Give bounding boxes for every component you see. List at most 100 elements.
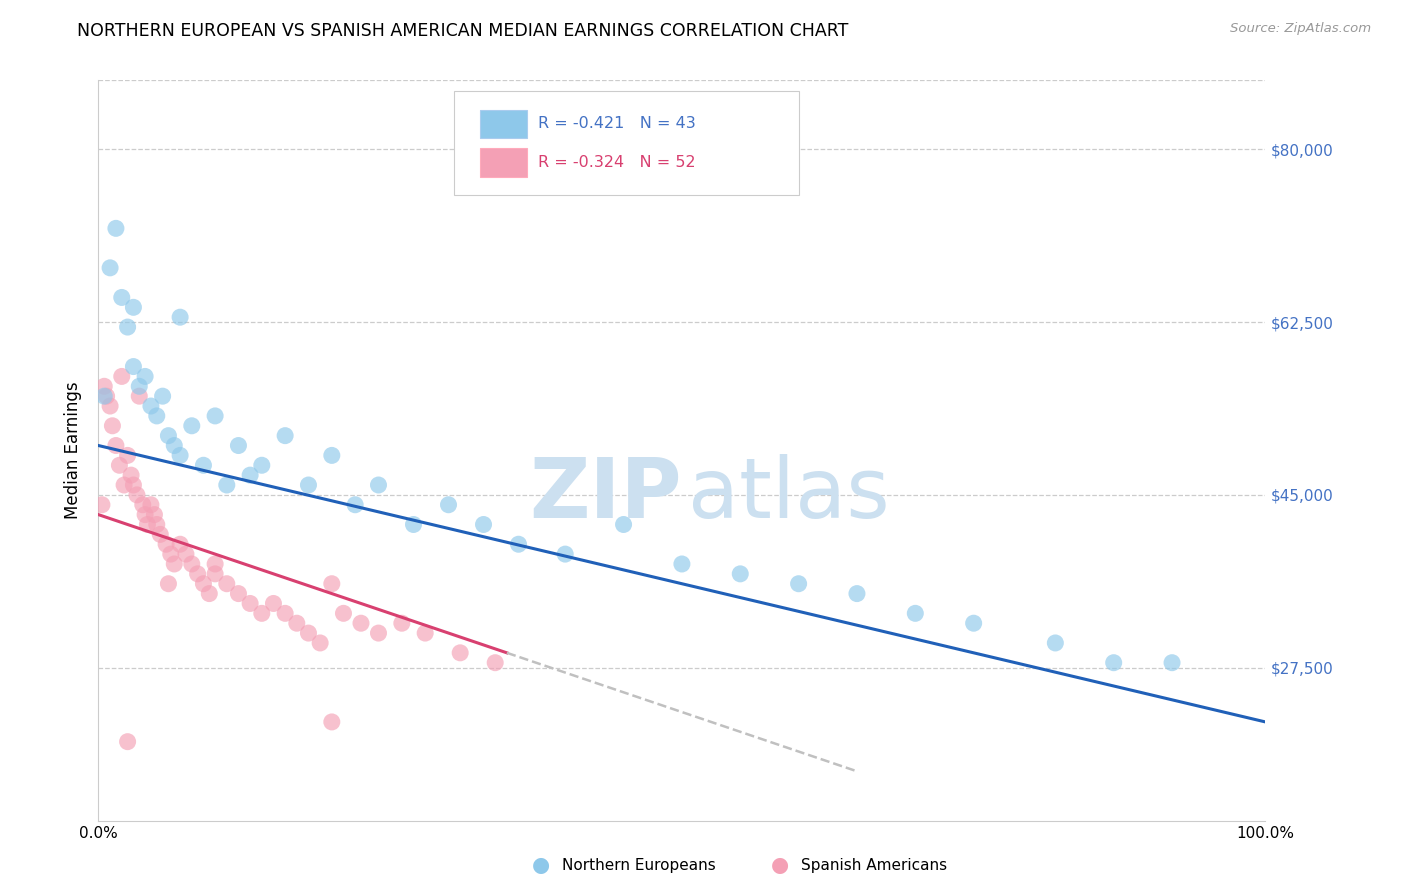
Point bbox=[262, 597, 284, 611]
Point bbox=[128, 379, 150, 393]
Point bbox=[163, 438, 186, 452]
Point bbox=[90, 498, 112, 512]
Point bbox=[1161, 656, 1184, 670]
Point bbox=[180, 418, 202, 433]
Text: ●: ● bbox=[772, 855, 789, 875]
Point bbox=[101, 418, 124, 433]
Text: Spanish Americans: Spanish Americans bbox=[801, 858, 948, 872]
Point bbox=[104, 438, 127, 452]
Point bbox=[117, 320, 139, 334]
Point bbox=[117, 734, 139, 748]
Point bbox=[157, 576, 180, 591]
Text: Northern Europeans: Northern Europeans bbox=[562, 858, 716, 872]
Point bbox=[449, 646, 471, 660]
Point bbox=[228, 438, 250, 452]
Point bbox=[125, 488, 148, 502]
Text: R = -0.421   N = 43: R = -0.421 N = 43 bbox=[538, 117, 696, 131]
Point bbox=[297, 626, 319, 640]
Point bbox=[122, 301, 145, 315]
Point bbox=[367, 478, 389, 492]
Point bbox=[274, 428, 297, 442]
Point bbox=[143, 508, 166, 522]
Point bbox=[321, 576, 343, 591]
Point bbox=[111, 290, 134, 304]
Point bbox=[730, 566, 752, 581]
Point bbox=[139, 498, 162, 512]
Point bbox=[169, 310, 191, 325]
Point bbox=[146, 409, 169, 423]
Point bbox=[367, 626, 389, 640]
Text: ●: ● bbox=[533, 855, 550, 875]
Point bbox=[204, 566, 226, 581]
Point bbox=[152, 389, 174, 403]
Point bbox=[193, 458, 215, 473]
Point bbox=[117, 449, 139, 463]
Point bbox=[108, 458, 131, 473]
Point bbox=[111, 369, 134, 384]
Point bbox=[98, 399, 121, 413]
Point bbox=[155, 537, 177, 551]
Point bbox=[250, 458, 273, 473]
Point bbox=[122, 478, 145, 492]
Point bbox=[1102, 656, 1125, 670]
Point bbox=[321, 714, 343, 729]
Point bbox=[120, 468, 142, 483]
Point bbox=[187, 566, 209, 581]
Point bbox=[274, 607, 297, 621]
FancyBboxPatch shape bbox=[479, 110, 527, 138]
Point bbox=[391, 616, 413, 631]
Point bbox=[169, 449, 191, 463]
Point bbox=[215, 478, 238, 492]
Point bbox=[157, 428, 180, 442]
Point bbox=[149, 527, 172, 541]
Point bbox=[96, 389, 118, 403]
Text: NORTHERN EUROPEAN VS SPANISH AMERICAN MEDIAN EARNINGS CORRELATION CHART: NORTHERN EUROPEAN VS SPANISH AMERICAN ME… bbox=[77, 22, 849, 40]
Point bbox=[93, 379, 115, 393]
Point bbox=[169, 537, 191, 551]
Point bbox=[180, 557, 202, 571]
Point bbox=[472, 517, 495, 532]
Point bbox=[228, 586, 250, 600]
Point bbox=[104, 221, 127, 235]
Text: R = -0.324   N = 52: R = -0.324 N = 52 bbox=[538, 155, 696, 170]
Point bbox=[174, 547, 197, 561]
Point bbox=[132, 498, 155, 512]
Point bbox=[846, 586, 869, 600]
Point bbox=[239, 597, 262, 611]
Text: ZIP: ZIP bbox=[530, 454, 682, 535]
Point bbox=[112, 478, 135, 492]
Point bbox=[962, 616, 984, 631]
Point bbox=[309, 636, 332, 650]
Point bbox=[122, 359, 145, 374]
Point bbox=[136, 517, 159, 532]
Point bbox=[297, 478, 319, 492]
Point bbox=[344, 498, 367, 512]
Point bbox=[904, 607, 927, 621]
Point bbox=[134, 508, 156, 522]
Point bbox=[350, 616, 373, 631]
Point bbox=[139, 399, 162, 413]
Point bbox=[134, 369, 156, 384]
Point bbox=[93, 389, 115, 403]
FancyBboxPatch shape bbox=[454, 91, 799, 195]
Point bbox=[484, 656, 506, 670]
Point bbox=[671, 557, 693, 571]
Point bbox=[204, 557, 226, 571]
Point bbox=[239, 468, 262, 483]
Point bbox=[285, 616, 308, 631]
Point bbox=[146, 517, 169, 532]
Point bbox=[554, 547, 576, 561]
Point bbox=[413, 626, 436, 640]
Point bbox=[250, 607, 273, 621]
Point bbox=[1045, 636, 1067, 650]
Text: Source: ZipAtlas.com: Source: ZipAtlas.com bbox=[1230, 22, 1371, 36]
Point bbox=[163, 557, 186, 571]
Point bbox=[215, 576, 238, 591]
Y-axis label: Median Earnings: Median Earnings bbox=[65, 382, 83, 519]
Text: atlas: atlas bbox=[688, 454, 890, 535]
Point bbox=[321, 449, 343, 463]
Point bbox=[402, 517, 425, 532]
Point bbox=[204, 409, 226, 423]
Point bbox=[198, 586, 221, 600]
Point bbox=[128, 389, 150, 403]
